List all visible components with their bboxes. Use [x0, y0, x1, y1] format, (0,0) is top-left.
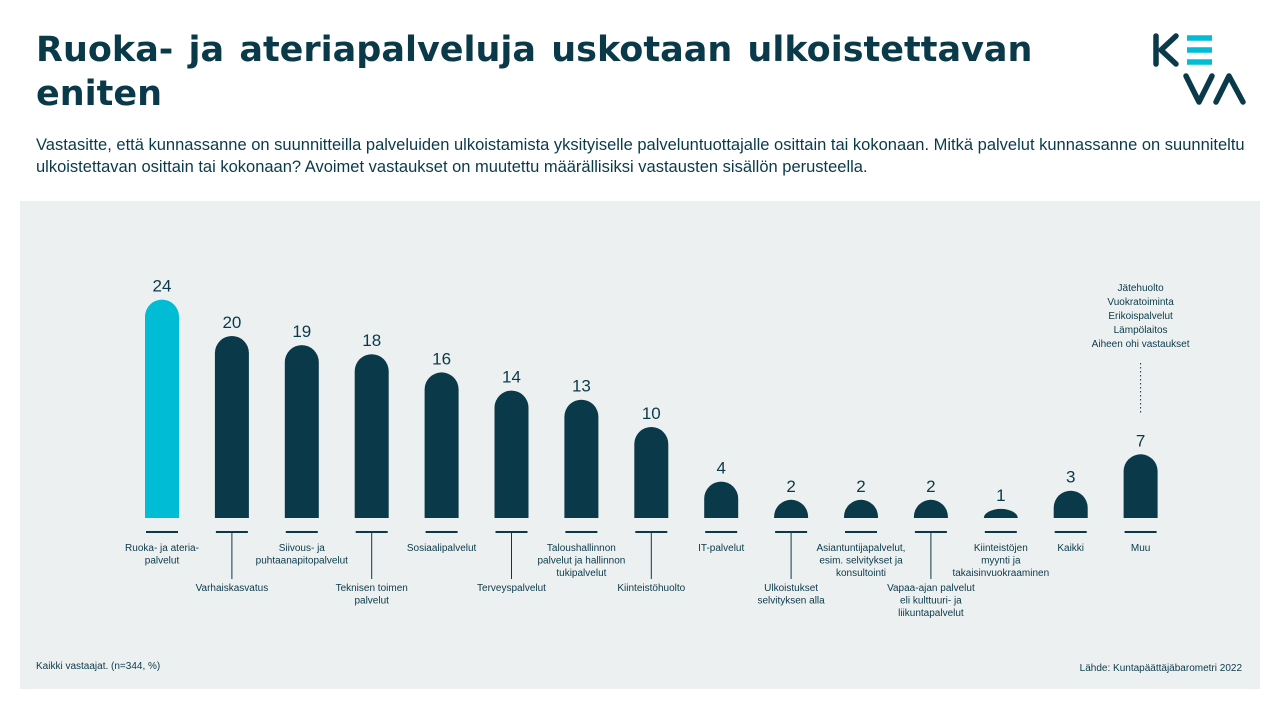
bar-taloushallinnon-palvelut-ja-hallinnon-tukipalvelut [564, 399, 599, 518]
category-label-teknisen-toimen-palvelut: Teknisen toimen palvelut [336, 583, 408, 607]
bar-sosiaalipalvelut [424, 372, 459, 518]
value-label-sosiaalipalvelut: 16 [432, 349, 451, 368]
bar-varhaiskasvatus [214, 336, 249, 518]
value-label-varhaiskasvatus: 20 [222, 313, 241, 332]
source-note: Lähde: Kuntapäättäjäbarometri 2022 [1079, 663, 1242, 674]
value-label-kiinteistöjen-myynti-ja-takaisinvuokraaminen: 1 [996, 486, 1005, 505]
logo-v-mark [1183, 73, 1215, 105]
value-label-terveyspalvelut: 14 [502, 368, 521, 387]
value-label-kaikki: 3 [1066, 468, 1075, 487]
logo-e-mark [1187, 35, 1212, 65]
category-label-varhaiskasvatus: Varhaiskasvatus [196, 583, 269, 594]
bar-siivous-ja-puhtaanapitopalvelut [284, 345, 319, 518]
bar-vapaa-ajan-palvelut-eli-kulttuuri-ja-liikuntapalvelut [913, 499, 948, 518]
category-label-vapaa-ajan-palvelut-eli-kulttuuri-ja-liikuntapalvelut: Vapaa-ajan palvelut eli kulttuuri- ja liik… [887, 583, 975, 619]
page-subtitle: Vastasitte, että kunnassanne on suunnitt… [36, 136, 1245, 176]
category-label-ruoka-ja-ateria-palvelut: Ruoka- ja ateria-palvelut [125, 543, 199, 567]
bar-kiinteistöhuolto [634, 427, 669, 518]
value-label-ruoka-ja-ateria-palvelut: 24 [153, 277, 172, 296]
sample-note: Kaikki vastaajat. (n=344, %) [36, 661, 161, 672]
category-label-terveyspalvelut: Terveyspalvelut [477, 583, 546, 594]
logo-a-mark [1213, 73, 1246, 105]
value-label-ulkoistukset-selvityksen-alla: 2 [786, 477, 795, 496]
category-label-muu: Muu [1131, 543, 1150, 554]
category-label-siivous-ja-puhtaanapitopalvelut: Siivous- ja puhtaanapitopalvelut [256, 543, 349, 567]
category-label-it-palvelut: IT-palvelut [698, 543, 744, 554]
bar-kaikki [1053, 490, 1088, 518]
value-label-taloushallinnon-palvelut-ja-hallinnon-tukipalvelut: 13 [572, 377, 591, 396]
category-label-taloushallinnon-palvelut-ja-hallinnon-tukipalvelut: Taloushallinnon palvelut ja hallinnon tuki… [537, 543, 625, 579]
value-label-muu: 7 [1136, 431, 1145, 450]
bar-asiantuntijapalvelut-esim-selvitykset-ja-konsultointi [844, 499, 878, 518]
category-label-kaikki: Kaikki [1057, 543, 1084, 554]
keva-logo [1153, 33, 1246, 105]
value-label-vapaa-ajan-palvelut-eli-kulttuuri-ja-liikuntapalvelut: 2 [926, 477, 935, 496]
bar-ruoka-ja-ateria-palvelut [145, 299, 179, 518]
value-label-it-palvelut: 4 [716, 459, 725, 478]
value-label-teknisen-toimen-palvelut: 18 [362, 331, 381, 350]
bar-kiinteistöjen-myynti-ja-takaisinvuokraaminen [983, 508, 1018, 518]
bar-it-palvelut [704, 481, 739, 518]
category-label-asiantuntijapalvelut-esim-selvitykset-ja-konsultointi: Asiantuntijapalvelut, esim. selvitykset j… [817, 543, 906, 579]
bar-teknisen-toimen-palvelut [354, 354, 389, 518]
value-label-kiinteistöhuolto: 10 [642, 404, 661, 423]
category-label-kiinteistöhuolto: Kiinteistöhuolto [617, 583, 685, 594]
logo-k-mark [1153, 33, 1179, 67]
category-label-ulkoistukset-selvityksen-alla: Ulkoistukset selvityksen alla [757, 583, 825, 607]
bar-muu [1123, 454, 1158, 518]
category-label-kiinteistöjen-myynti-ja-takaisinvuokraaminen: Kiinteistöjen myynti ja takaisinvuokraamin… [952, 543, 1049, 579]
muu-annotation: Jätehuolto Vuokratoiminta Erikoispalvelut L… [1092, 283, 1190, 350]
value-label-asiantuntijapalvelut-esim-selvitykset-ja-konsultointi: 2 [856, 477, 865, 496]
bar-ulkoistukset-selvityksen-alla [774, 499, 809, 518]
page-title: Ruoka- ja ateriapalveluja uskotaan ulkoi… [36, 30, 1033, 114]
value-label-siivous-ja-puhtaanapitopalvelut: 19 [292, 322, 311, 341]
category-label-sosiaalipalvelut: Sosiaalipalvelut [407, 543, 477, 554]
chart-panel: 24 Ruoka- ja ateria-palvelut 20 Varhaiskasv… [20, 201, 1260, 689]
bar-terveyspalvelut [494, 390, 529, 518]
